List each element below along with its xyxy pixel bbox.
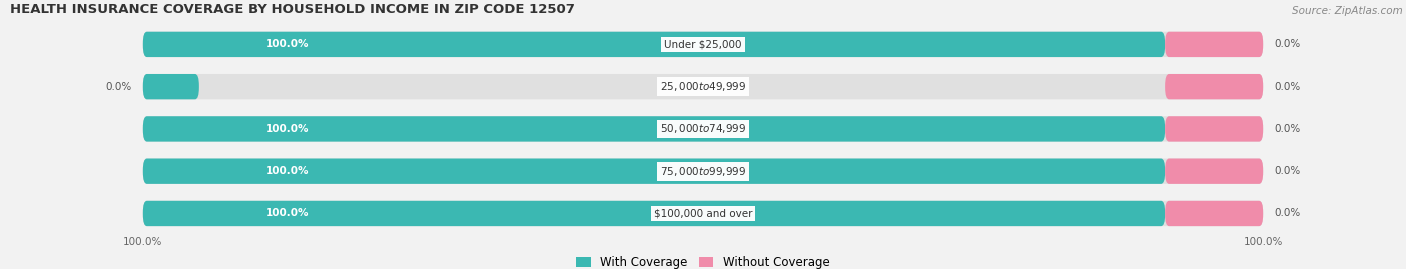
Text: $100,000 and over: $100,000 and over: [654, 208, 752, 218]
Text: 0.0%: 0.0%: [1274, 124, 1301, 134]
FancyBboxPatch shape: [143, 32, 1166, 57]
FancyBboxPatch shape: [143, 116, 1166, 141]
Text: 0.0%: 0.0%: [1274, 166, 1301, 176]
Text: HEALTH INSURANCE COVERAGE BY HOUSEHOLD INCOME IN ZIP CODE 12507: HEALTH INSURANCE COVERAGE BY HOUSEHOLD I…: [10, 3, 575, 16]
FancyBboxPatch shape: [1166, 74, 1263, 99]
Text: 100.0%: 100.0%: [1243, 237, 1282, 247]
Text: 100.0%: 100.0%: [266, 124, 309, 134]
Text: 0.0%: 0.0%: [1274, 39, 1301, 49]
Text: 0.0%: 0.0%: [105, 82, 132, 92]
Text: Under $25,000: Under $25,000: [664, 39, 742, 49]
Text: 100.0%: 100.0%: [266, 39, 309, 49]
Text: $25,000 to $49,999: $25,000 to $49,999: [659, 80, 747, 93]
FancyBboxPatch shape: [143, 201, 1263, 226]
FancyBboxPatch shape: [1166, 201, 1263, 226]
FancyBboxPatch shape: [143, 201, 1166, 226]
Text: 0.0%: 0.0%: [1274, 208, 1301, 218]
Text: Source: ZipAtlas.com: Source: ZipAtlas.com: [1292, 6, 1403, 16]
Text: 100.0%: 100.0%: [124, 237, 163, 247]
Text: 0.0%: 0.0%: [1274, 82, 1301, 92]
FancyBboxPatch shape: [143, 74, 198, 99]
FancyBboxPatch shape: [1166, 116, 1263, 141]
Text: 100.0%: 100.0%: [266, 208, 309, 218]
FancyBboxPatch shape: [143, 32, 1263, 57]
FancyBboxPatch shape: [1166, 158, 1263, 184]
Legend: With Coverage, Without Coverage: With Coverage, Without Coverage: [576, 256, 830, 269]
FancyBboxPatch shape: [143, 158, 1263, 184]
Text: 100.0%: 100.0%: [266, 166, 309, 176]
FancyBboxPatch shape: [1166, 32, 1263, 57]
FancyBboxPatch shape: [143, 74, 1263, 99]
FancyBboxPatch shape: [143, 116, 1263, 141]
Text: $50,000 to $74,999: $50,000 to $74,999: [659, 122, 747, 135]
Text: $75,000 to $99,999: $75,000 to $99,999: [659, 165, 747, 178]
FancyBboxPatch shape: [143, 158, 1166, 184]
